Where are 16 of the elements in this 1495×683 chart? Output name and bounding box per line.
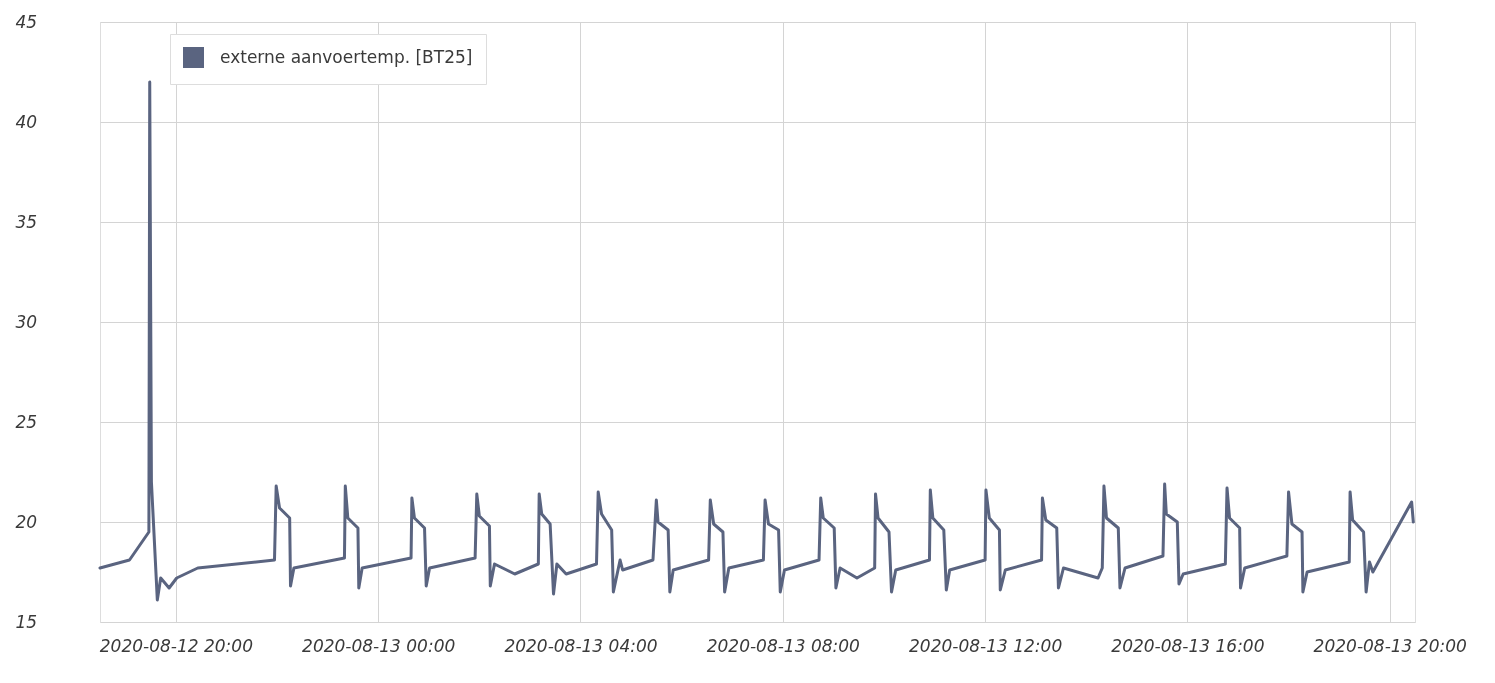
x-tick-label: 2020-08-13 04:00	[504, 635, 658, 656]
y-tick-label: 20	[15, 511, 38, 532]
x-tick-label: 2020-08-13 16:00	[1111, 635, 1265, 656]
x-tick-label: 2020-08-13 08:00	[706, 635, 860, 656]
line-series	[98, 80, 1415, 602]
y-tick-label: 40	[15, 111, 38, 132]
y-tick-label: 15	[15, 611, 38, 632]
x-tick-label: 2020-08-12 20:00	[99, 635, 253, 656]
y-tick-label: 45	[15, 11, 38, 32]
y-tick-label: 30	[15, 311, 38, 332]
x-tick-label: 2020-08-13 20:00	[1313, 635, 1467, 656]
y-tick-label: 35	[15, 211, 38, 232]
x-tick-label: 2020-08-13 00:00	[302, 635, 456, 656]
x-tick-label: 2020-08-13 12:00	[908, 635, 1063, 656]
y-tick-label: 25	[15, 411, 38, 432]
legend-label: externe aanvoertemp. [BT25]	[220, 46, 473, 67]
